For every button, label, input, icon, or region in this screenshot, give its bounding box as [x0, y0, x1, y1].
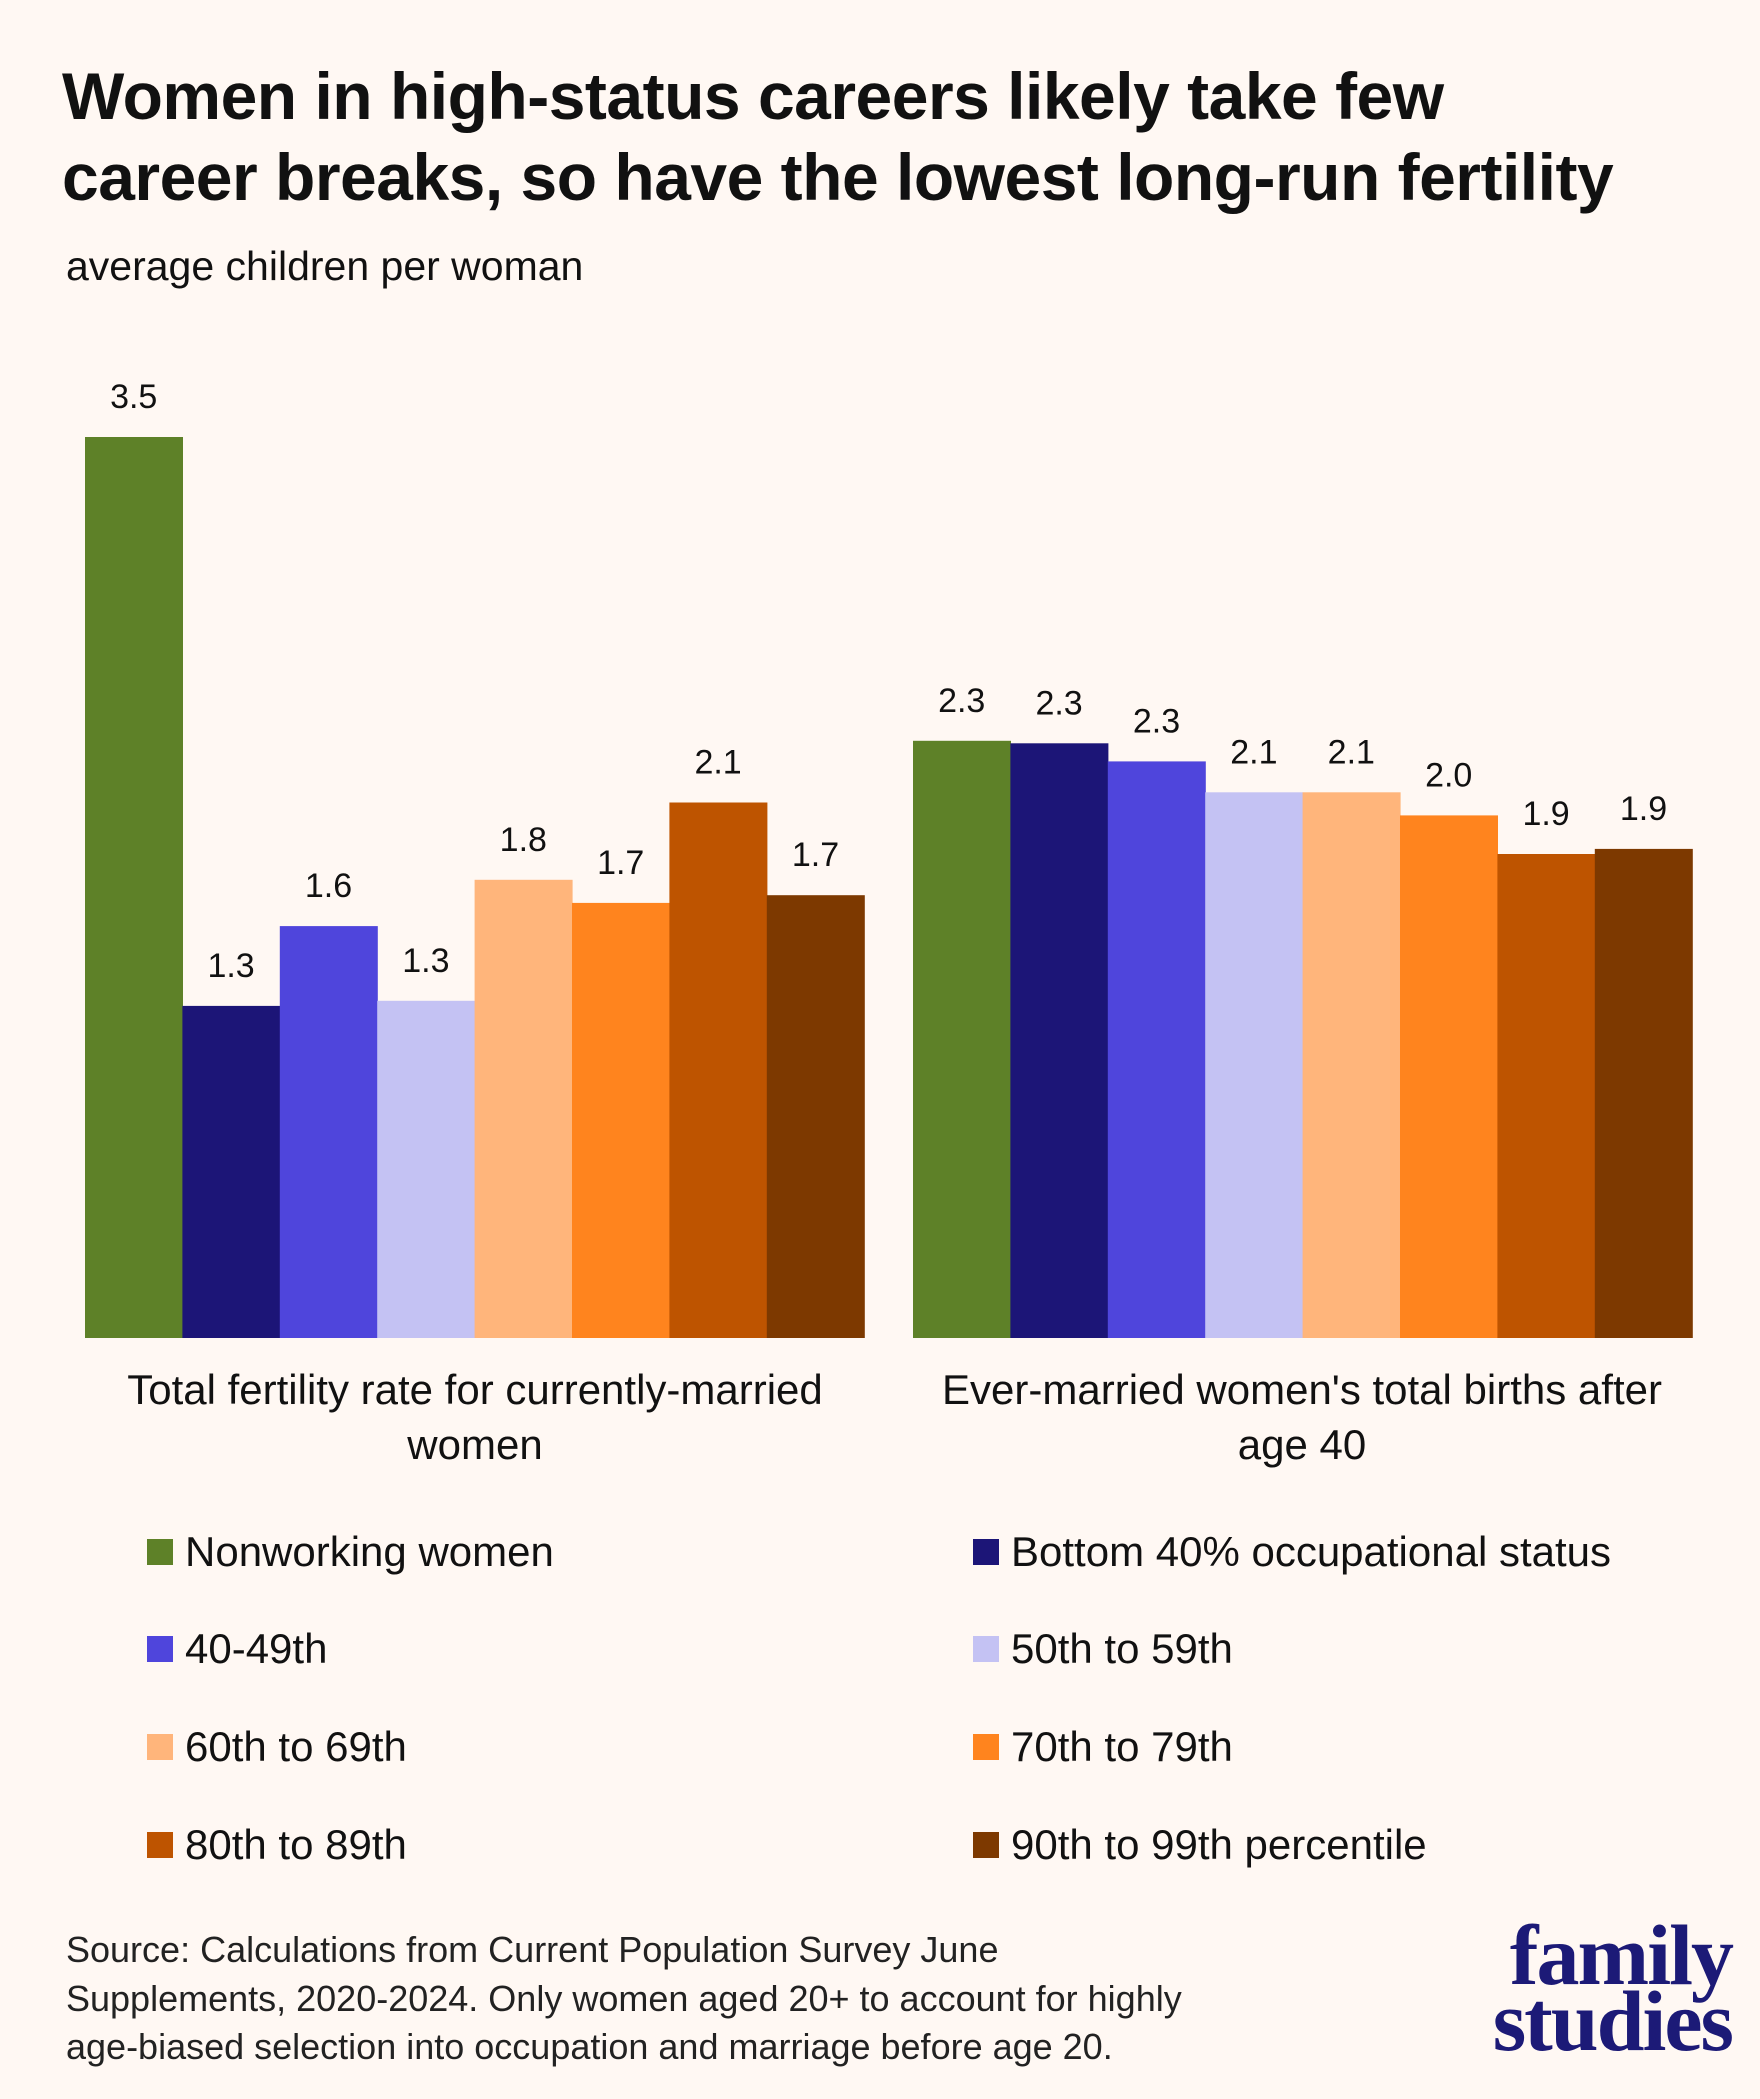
data-label-1-5: 1.8: [500, 821, 547, 859]
legend-label: 40-49th: [185, 1625, 328, 1672]
bar-1-2: [182, 1005, 281, 1338]
chart-title: Women in high-status careers likely take…: [62, 56, 1742, 218]
chart-title-line-1: Women in high-status careers likely take…: [62, 59, 1444, 133]
bar-2-8: [1594, 848, 1693, 1338]
bar-2-1: [913, 740, 1011, 1338]
category-label-1: Total fertility rate for currently-marri…: [75, 1362, 875, 1472]
logo-line-1: family: [1509, 1907, 1734, 2003]
legend-swatch-icon: [147, 1539, 173, 1565]
legend-swatch-icon: [973, 1636, 999, 1662]
source-note: Source: Calculations from Current Popula…: [66, 1926, 1366, 2072]
legend-swatch-icon: [973, 1539, 999, 1565]
bar-1-1: [85, 437, 183, 1338]
bar-2-4: [1205, 792, 1304, 1338]
legend-swatch-icon: [147, 1832, 173, 1858]
category-label-2-line-2: age 40: [1237, 1421, 1367, 1468]
bar-2-6: [1400, 815, 1498, 1338]
legend-label: 80th to 89th: [185, 1821, 407, 1868]
legend-item: Bottom 40% occupational status: [973, 1528, 1612, 1575]
chart-subtitle: average children per woman: [66, 243, 584, 289]
legend-item: Nonworking women: [147, 1528, 554, 1575]
data-label-1-7: 2.1: [694, 744, 741, 782]
data-label-1-1: 3.5: [110, 378, 157, 416]
bar-1-7: [669, 802, 768, 1338]
legend-label: 90th to 99th percentile: [1011, 1821, 1427, 1868]
legend-swatch-icon: [973, 1734, 999, 1760]
bar-2-7: [1497, 854, 1596, 1338]
legend-item: 80th to 89th: [147, 1821, 407, 1868]
legend-label: 60th to 69th: [185, 1723, 407, 1770]
category-label-1-line-2: women: [407, 1421, 543, 1468]
legend-item: 60th to 69th: [147, 1723, 407, 1770]
legend-label: Bottom 40% occupational status: [1011, 1528, 1612, 1575]
legend-label: 50th to 59th: [1011, 1625, 1233, 1672]
chart-title-line-2: career breaks, so have the lowest long-r…: [62, 140, 1614, 214]
legend-label: Nonworking women: [185, 1528, 554, 1575]
data-label-2-5: 2.1: [1328, 733, 1375, 771]
source-line-1: Source: Calculations from Current Popula…: [66, 1929, 999, 1970]
legend-item: 50th to 59th: [973, 1625, 1233, 1672]
data-label-2-4: 2.1: [1230, 733, 1277, 771]
category-label-2-line-1: Ever-married women's total births after: [942, 1366, 1662, 1413]
bar-1-5: [474, 879, 573, 1338]
family-studies-logo: family studies: [1492, 1907, 1734, 2069]
data-label-1-2: 1.3: [207, 947, 254, 985]
bars-layer: [85, 437, 1693, 1338]
data-label-1-4: 1.3: [402, 942, 449, 980]
legend-item: 70th to 79th: [973, 1723, 1233, 1770]
category-label-1-line-1: Total fertility rate for currently-marri…: [127, 1366, 823, 1413]
legend-item: 90th to 99th percentile: [973, 1821, 1427, 1868]
data-label-2-8: 1.9: [1620, 790, 1667, 828]
legend-swatch-icon: [147, 1636, 173, 1662]
data-label-1-6: 1.7: [597, 844, 644, 882]
legend-swatch-icon: [147, 1734, 173, 1760]
data-label-2-2: 2.3: [1035, 684, 1082, 722]
bar-1-8: [766, 895, 865, 1338]
bar-1-3: [279, 926, 378, 1338]
bar-2-5: [1302, 792, 1401, 1338]
data-label-1-8: 1.7: [792, 836, 839, 874]
bar-2-3: [1107, 761, 1206, 1338]
logo-line-2: studies: [1492, 1973, 1734, 2069]
bar-1-4: [377, 1000, 476, 1338]
legend-item: 40-49th: [147, 1625, 328, 1672]
data-label-2-6: 2.0: [1425, 756, 1472, 794]
category-label-2: Ever-married women's total births after …: [902, 1362, 1702, 1472]
data-label-1-3: 1.6: [305, 867, 352, 905]
legend-label: 70th to 79th: [1011, 1723, 1233, 1770]
bar-2-2: [1010, 743, 1109, 1338]
data-label-2-3: 2.3: [1133, 702, 1180, 740]
data-labels-layer: 3.5 1.3 1.6 1.3 1.8 1.7 2.1 1.7 2.3 2.3 2.3 2.1 2.1 2…: [110, 378, 1667, 985]
data-label-2-7: 1.9: [1522, 795, 1569, 833]
bar-1-6: [572, 902, 670, 1338]
legend-swatch-icon: [973, 1832, 999, 1858]
source-line-2: Supplements, 2020-2024. Only women aged …: [66, 1977, 1182, 2019]
data-label-2-1: 2.3: [938, 682, 985, 720]
source-line-3: age-biased selection into occupation and…: [66, 2026, 1113, 2067]
